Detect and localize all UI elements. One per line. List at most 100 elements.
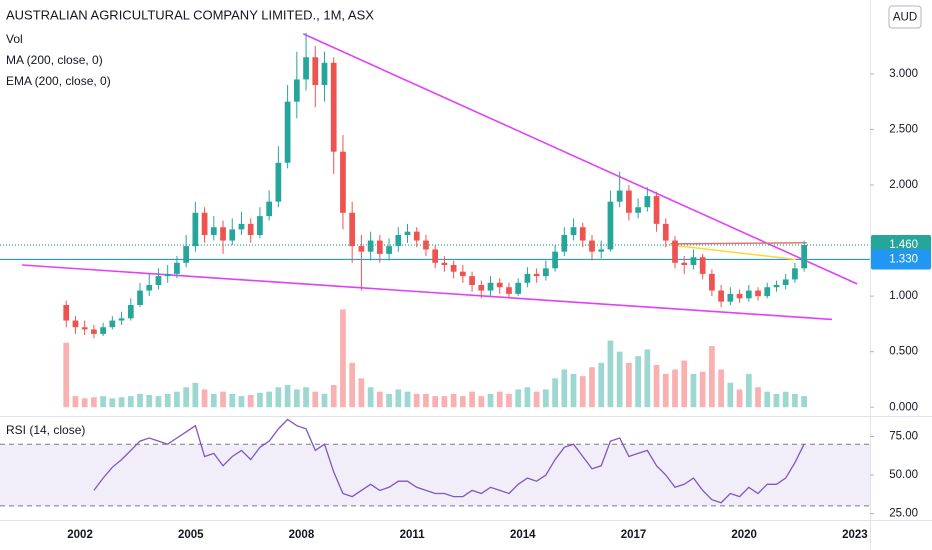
candle-body (607, 201, 614, 250)
candle-body (745, 290, 752, 299)
volume-bar (469, 391, 475, 408)
volume-bar (579, 376, 586, 408)
volume-bar (672, 369, 678, 408)
candle-body (303, 57, 309, 80)
x-tick-label: 2011 (400, 529, 426, 541)
volume-bar (404, 391, 411, 408)
volume-bar (515, 389, 522, 408)
candle-body (164, 273, 171, 277)
volume-bar (709, 346, 715, 408)
volume-bar (662, 373, 669, 408)
candle-body (404, 231, 411, 235)
x-tick-label: 2008 (289, 529, 315, 541)
candle-body (506, 287, 512, 294)
candle-body (764, 287, 771, 297)
x-tick-label: 2020 (731, 529, 757, 541)
price-label: 1.460 (889, 239, 918, 251)
candle-body (773, 285, 780, 288)
rsi-line (93, 418, 805, 504)
volume-bar (201, 389, 208, 408)
candle-body (570, 227, 577, 235)
rsi-tick-label: 75.00 (889, 431, 918, 443)
candle-body (118, 318, 125, 321)
candle-body (183, 246, 189, 263)
volume-bar (718, 369, 724, 408)
volume-bar (155, 396, 162, 408)
candle-body (543, 268, 549, 277)
candle-body (487, 282, 494, 291)
volume-bar (63, 342, 70, 408)
candle-body (321, 62, 328, 85)
volume-bar (598, 362, 605, 408)
candle-body (349, 212, 356, 247)
currency-badge[interactable] (888, 5, 922, 29)
candle-body (450, 265, 457, 272)
volume-bar (543, 389, 549, 408)
volume-bar (349, 362, 356, 408)
candle-body (533, 273, 540, 277)
candle-body (81, 327, 88, 330)
price-label-box (871, 249, 931, 270)
rsi-tick-label: 50.00 (889, 469, 918, 481)
candle-body (127, 305, 134, 319)
candle-body (755, 290, 761, 297)
candle-body (782, 279, 789, 285)
volume-bar (801, 396, 808, 408)
volume-bar (782, 391, 789, 408)
volume-bar (450, 393, 457, 408)
volume-bar (441, 396, 448, 408)
candle-body (699, 257, 706, 274)
volume-bar (229, 393, 236, 408)
volume-bar (137, 393, 143, 408)
volume-bar (524, 387, 531, 408)
plot (0, 32, 870, 507)
volume-bar (681, 360, 688, 408)
volume-bar (284, 385, 291, 408)
volume-bar (127, 396, 134, 408)
currency[interactable]: AUD (893, 12, 917, 24)
candle-body (423, 240, 429, 250)
volume-bar (340, 309, 346, 408)
candle-body (174, 262, 180, 274)
candle-body (358, 246, 365, 252)
volume-bar (607, 340, 614, 408)
price-label: 1.330 (889, 253, 918, 265)
candle-body (413, 231, 420, 241)
candle-body (709, 273, 715, 291)
candle-body (266, 201, 273, 217)
candle-body (257, 216, 263, 235)
volume-bar (533, 391, 540, 408)
volume-bar (395, 389, 402, 408)
volume-bar (745, 373, 752, 408)
candle-body (579, 227, 586, 241)
volume-bar (146, 395, 153, 408)
volume-bar (459, 396, 466, 408)
candle-body (672, 240, 678, 263)
candle-body (598, 249, 605, 252)
volume-bar (192, 382, 199, 408)
candle-body (561, 235, 568, 252)
volume-bar (570, 373, 577, 408)
rsi-band (0, 444, 870, 506)
chart-title: AUSTRALIAN AGRICULTURAL COMPANY LIMITED.… (6, 7, 374, 22)
candle-body (441, 262, 448, 265)
x-tick-label: 2014 (510, 529, 536, 541)
volume-bar (699, 371, 706, 408)
legend-entry: Vol (6, 32, 23, 46)
y-tick-label: 3.000 (889, 68, 918, 80)
candle-body (690, 257, 697, 265)
candle-body (589, 240, 595, 252)
candle-body (210, 227, 217, 235)
volume-bar (293, 389, 300, 408)
candle-body (146, 285, 153, 291)
candle-body (644, 196, 651, 208)
trendline (22, 264, 833, 321)
volume-bar (330, 385, 337, 408)
candle-body (736, 293, 743, 299)
rsi-tick-label: 25.00 (889, 508, 918, 520)
ema-line (670, 244, 796, 261)
volume-bar (432, 396, 439, 408)
volume-bar (257, 392, 263, 408)
y-tick-label: 1.000 (889, 290, 918, 302)
candle-body (552, 251, 558, 269)
